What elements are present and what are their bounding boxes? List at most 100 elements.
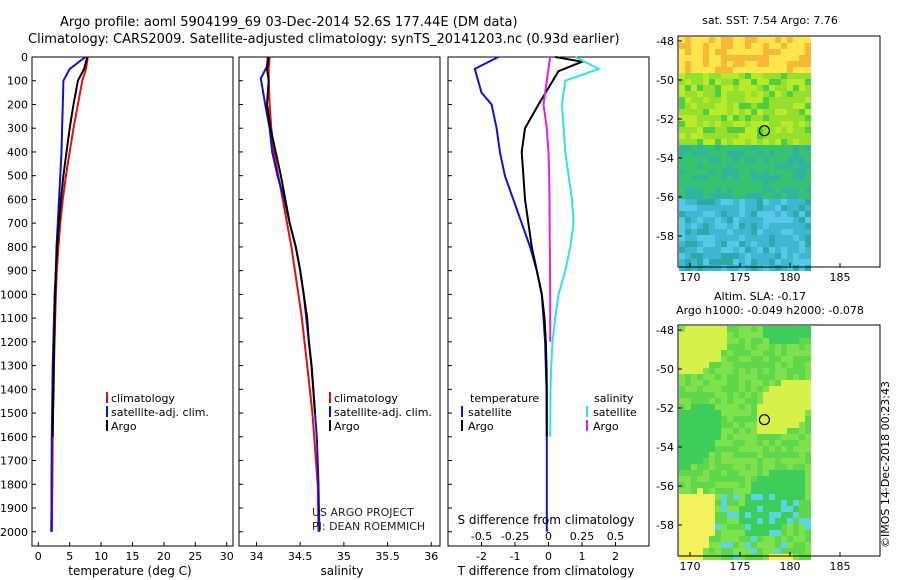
map-cell bbox=[763, 476, 769, 482]
map-cell bbox=[733, 97, 739, 103]
map-cell bbox=[769, 530, 775, 536]
map-cell bbox=[781, 67, 787, 73]
map-cell bbox=[745, 434, 751, 440]
map-cell bbox=[781, 223, 787, 229]
map-cell bbox=[733, 362, 739, 368]
map-cell bbox=[679, 488, 685, 494]
depth-tick-label: 1000 bbox=[0, 288, 28, 301]
map-cell bbox=[733, 193, 739, 199]
map-cell bbox=[739, 482, 745, 488]
map-cell bbox=[757, 554, 763, 560]
map-cell bbox=[745, 326, 751, 332]
map-cell bbox=[739, 488, 745, 494]
legend-label-satellite: satellite bbox=[468, 406, 512, 419]
map-cell bbox=[679, 410, 685, 416]
map-cell bbox=[739, 362, 745, 368]
map-cell bbox=[733, 548, 739, 554]
map-cell bbox=[745, 512, 751, 518]
map-cell bbox=[715, 241, 721, 247]
map-cell bbox=[757, 37, 763, 43]
map-cell bbox=[721, 422, 727, 428]
map-x-tick-label: 180 bbox=[780, 271, 801, 284]
map-cell bbox=[703, 73, 709, 79]
map-cell bbox=[697, 247, 703, 253]
map-cell bbox=[751, 175, 757, 181]
map-cell bbox=[679, 518, 685, 524]
map-cell bbox=[781, 115, 787, 121]
map-cell bbox=[733, 223, 739, 229]
map-cell bbox=[691, 434, 697, 440]
map-cell bbox=[799, 133, 805, 139]
map-cell bbox=[739, 368, 745, 374]
map-cell bbox=[703, 428, 709, 434]
map-cell bbox=[703, 398, 709, 404]
map-cell bbox=[787, 103, 793, 109]
map-cell bbox=[697, 103, 703, 109]
map-cell bbox=[697, 187, 703, 193]
map-cell bbox=[685, 181, 691, 187]
map-cell bbox=[769, 482, 775, 488]
map-cell bbox=[709, 229, 715, 235]
map-cell bbox=[703, 338, 709, 344]
map-cell bbox=[775, 506, 781, 512]
map-cell bbox=[709, 536, 715, 542]
map-cell bbox=[697, 97, 703, 103]
map-cell bbox=[691, 67, 697, 73]
map-cell bbox=[751, 452, 757, 458]
map-cell bbox=[709, 482, 715, 488]
map-cell bbox=[793, 446, 799, 452]
map-cell bbox=[685, 193, 691, 199]
map-cell bbox=[739, 374, 745, 380]
map-cell bbox=[799, 434, 805, 440]
map-cell bbox=[787, 470, 793, 476]
map-cell bbox=[781, 163, 787, 169]
map-cell bbox=[745, 344, 751, 350]
map-cell bbox=[805, 247, 811, 253]
map-cell bbox=[769, 79, 775, 85]
map-cell bbox=[805, 386, 811, 392]
map-cell bbox=[775, 67, 781, 73]
map-cell bbox=[685, 109, 691, 115]
map-cell bbox=[751, 247, 757, 253]
map-cell bbox=[691, 362, 697, 368]
map-cell bbox=[787, 241, 793, 247]
map-cell bbox=[739, 259, 745, 265]
map-cell bbox=[715, 392, 721, 398]
map-cell bbox=[697, 55, 703, 61]
map-cell bbox=[799, 211, 805, 217]
series-line-satellite-salinity bbox=[549, 56, 602, 437]
map-cell bbox=[757, 139, 763, 145]
map-cell bbox=[781, 362, 787, 368]
map-cell bbox=[721, 362, 727, 368]
map-cell bbox=[805, 410, 811, 416]
map-cell bbox=[715, 398, 721, 404]
map-cell bbox=[709, 488, 715, 494]
map-cell bbox=[739, 253, 745, 259]
map-cell bbox=[763, 326, 769, 332]
map-cell bbox=[775, 380, 781, 386]
map-cell bbox=[727, 488, 733, 494]
map-cell bbox=[745, 115, 751, 121]
map-cell bbox=[787, 440, 793, 446]
map-cell bbox=[769, 344, 775, 350]
map-cell bbox=[799, 374, 805, 380]
map-cell bbox=[757, 121, 763, 127]
map-cell bbox=[733, 37, 739, 43]
map-cell bbox=[805, 332, 811, 338]
map-cell bbox=[721, 386, 727, 392]
map-cell bbox=[805, 151, 811, 157]
map-cell bbox=[679, 530, 685, 536]
map-cell bbox=[739, 332, 745, 338]
map-cell bbox=[763, 217, 769, 223]
map-cell bbox=[799, 181, 805, 187]
map-cell bbox=[715, 380, 721, 386]
map-cell bbox=[769, 235, 775, 241]
map-cell bbox=[697, 458, 703, 464]
map-cell bbox=[697, 37, 703, 43]
map-cell bbox=[679, 452, 685, 458]
map-cell bbox=[733, 458, 739, 464]
map-cell bbox=[703, 344, 709, 350]
map-cell bbox=[715, 43, 721, 49]
map-cell bbox=[685, 223, 691, 229]
map-cell bbox=[769, 205, 775, 211]
